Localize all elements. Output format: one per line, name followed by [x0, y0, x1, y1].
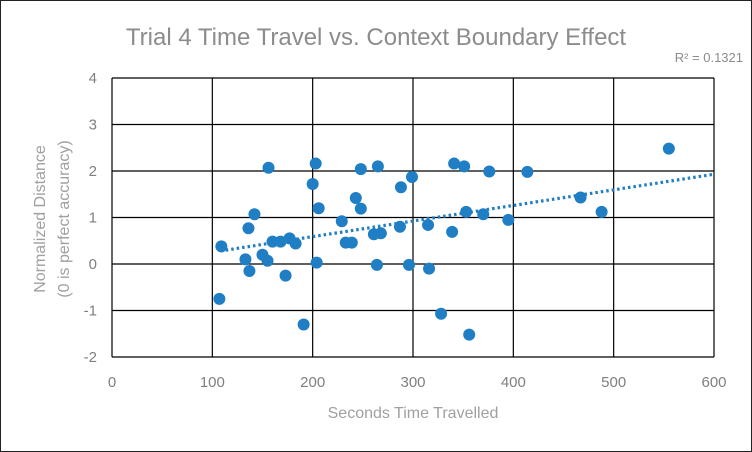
data-point-37: [446, 225, 459, 238]
y-tick-label: 0: [89, 256, 97, 273]
y-tick-label: -1: [84, 303, 97, 320]
x-tick-label: 300: [400, 374, 425, 391]
data-point-45: [521, 165, 534, 178]
data-point-23: [349, 191, 362, 204]
data-point-30: [393, 220, 406, 233]
y-tick-label: -2: [84, 349, 97, 366]
data-point-20: [335, 215, 348, 228]
data-point-48: [662, 142, 675, 155]
x-tick-labels: 0 100 200 300 400 500 600: [108, 374, 727, 391]
data-point-5: [243, 264, 256, 277]
data-point-19: [312, 202, 325, 215]
data-point-18: [310, 256, 323, 269]
x-tick-label: 600: [701, 374, 726, 391]
data-point-39: [458, 160, 471, 173]
data-point-15: [297, 318, 310, 331]
data-point-25: [354, 202, 367, 215]
data-point-8: [261, 254, 274, 267]
y-tick-labels: -2 -1 0 1 2 3 4: [84, 70, 97, 366]
data-point-29: [374, 227, 387, 240]
data-point-47: [595, 205, 608, 218]
y-tick-label: 2: [89, 163, 97, 180]
data-point-6: [248, 208, 261, 221]
data-point-27: [370, 258, 383, 271]
data-point-22: [345, 236, 358, 249]
data-point-14: [289, 237, 302, 250]
data-point-16: [306, 178, 319, 191]
data-point-12: [279, 269, 292, 282]
y-tick-label: 1: [89, 210, 97, 227]
data-point-42: [477, 208, 490, 221]
data-point-36: [435, 307, 448, 320]
chart-title: Trial 4 Time Travel vs. Context Boundary…: [126, 24, 627, 51]
x-tick-label: 200: [300, 374, 325, 391]
data-point-11: [274, 235, 287, 248]
data-point-17: [309, 157, 322, 170]
data-point-40: [460, 205, 473, 218]
x-tick-label: 100: [200, 374, 225, 391]
data-point-41: [463, 328, 476, 341]
y-tick-label: 3: [89, 117, 97, 134]
x-tick-label: 500: [601, 374, 626, 391]
data-point-34: [422, 218, 435, 231]
data-point-44: [502, 213, 515, 226]
data-point-31: [394, 181, 407, 194]
gridlines: [111, 77, 715, 358]
r-squared-label: R² = 0.1321: [675, 50, 743, 65]
data-point-28: [371, 160, 384, 173]
data-point-38: [448, 157, 461, 170]
data-point-46: [574, 191, 587, 204]
x-tick-label: 0: [108, 374, 116, 391]
data-point-1: [213, 292, 226, 305]
data-point-43: [483, 165, 496, 178]
y-tick-label: 4: [89, 70, 97, 87]
x-axis-label: Seconds Time Travelled: [328, 405, 499, 422]
data-point-32: [402, 258, 415, 271]
data-point-4: [242, 222, 255, 235]
data-point-3: [239, 253, 252, 266]
data-point-35: [423, 262, 436, 275]
data-point-24: [354, 163, 367, 176]
data-point-33: [405, 171, 418, 184]
x-tick-label: 400: [501, 374, 526, 391]
data-point-9: [262, 161, 275, 174]
y-axis-label-line-1: Normalized Distance: [32, 145, 49, 293]
y-axis-label: Normalized Distance (0 is perfect accura…: [32, 140, 73, 297]
y-axis-label-line-2: (0 is perfect accuracy): [56, 140, 73, 297]
data-points: [213, 142, 675, 341]
data-point-2: [215, 240, 228, 253]
